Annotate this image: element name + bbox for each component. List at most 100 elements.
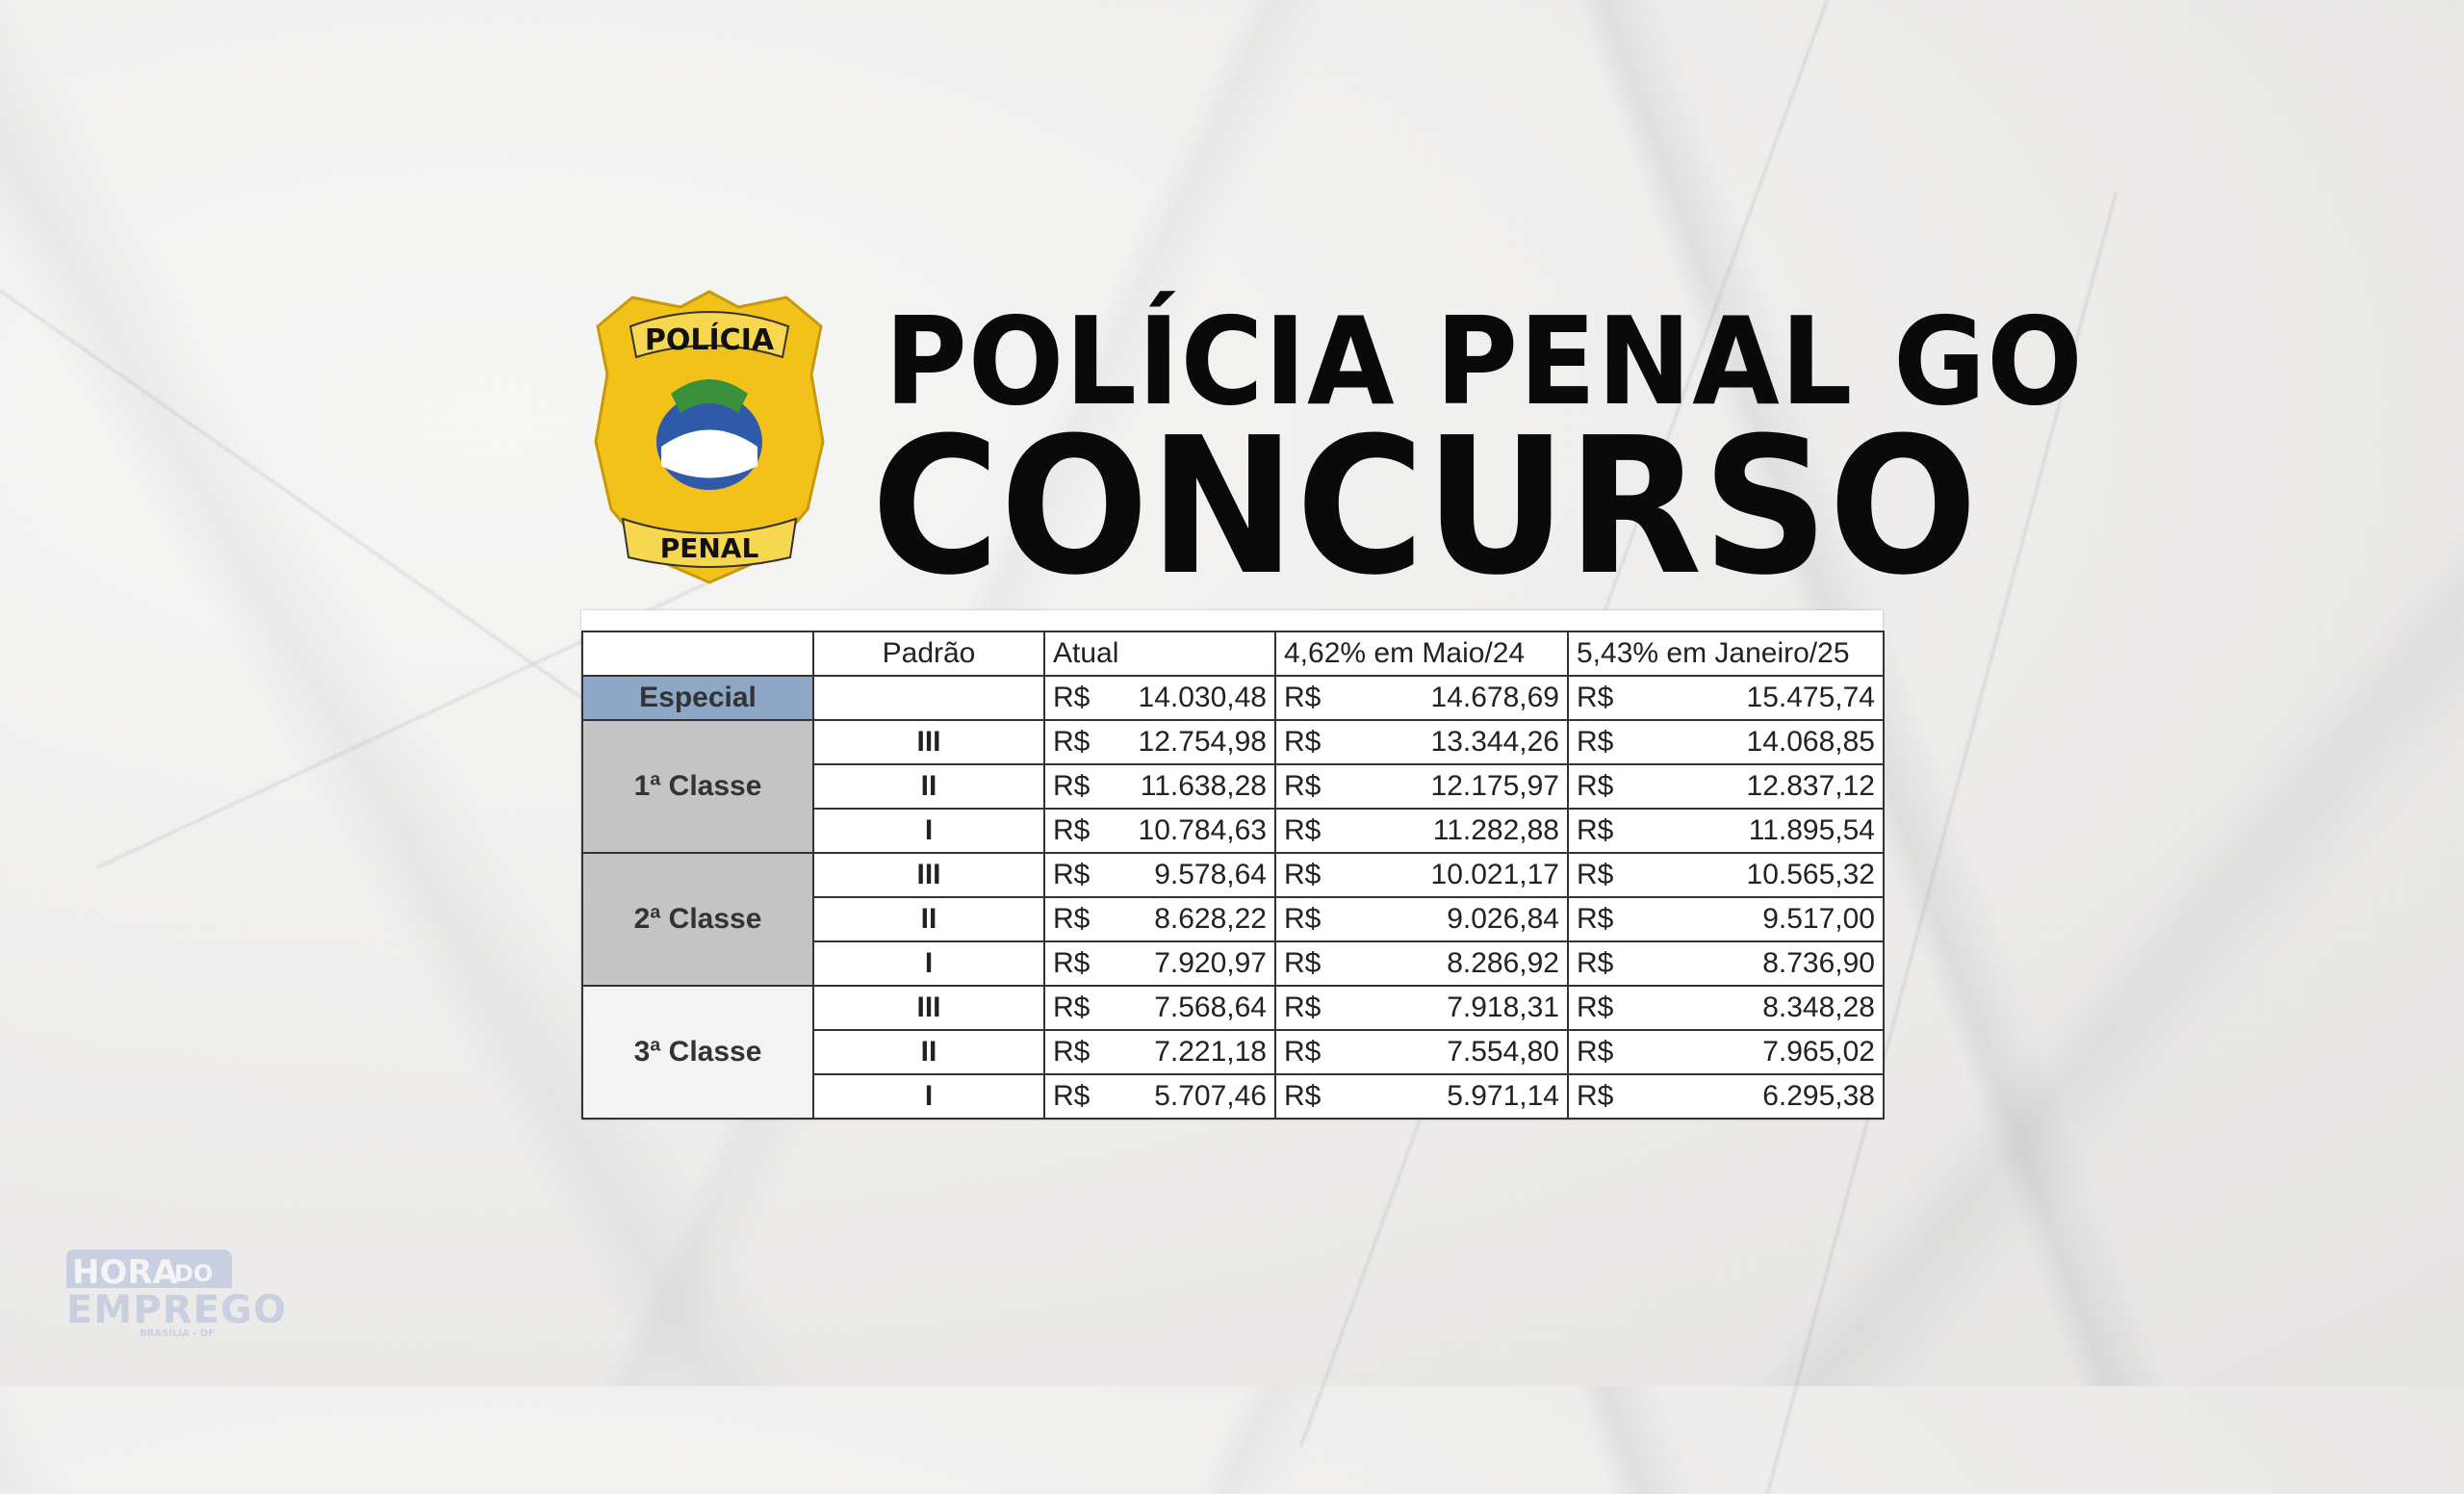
padrao-cell: III (812, 985, 1045, 1031)
table-row: I R$ 7.920,97 R$ 8.286,92 R$ 8.736,90 (582, 940, 1885, 987)
table-row: I R$ 10.784,63 R$ 11.282,88 R$ 11.895,54 (582, 808, 1885, 854)
hora-do-emprego-logo: HORA DO EMPREGO BRASÍLIA - DF (66, 1249, 286, 1338)
atual-cell: R$ 9.578,64 (1043, 852, 1276, 898)
jan25-cell: R$ 12.837,12 (1567, 763, 1885, 810)
badge-text-bottom: PENAL (660, 532, 759, 564)
currency-symbol: R$ (1053, 814, 1091, 846)
padrao-cell (812, 675, 1045, 721)
table-row: 3ª Classe III R$ 7.568,64 R$ 7.918,31 R$ 8.348,… (581, 985, 1885, 1120)
amount: 9.517,00 (1762, 903, 1875, 935)
jan25-cell: R$ 9.517,00 (1567, 896, 1885, 942)
currency-symbol: R$ (1284, 903, 1322, 935)
amount: 12.175,97 (1430, 770, 1559, 802)
maio24-cell: R$ 13.344,26 (1274, 719, 1569, 765)
classe-cell: 2ª Classe (581, 852, 814, 987)
padrao-cell: III (812, 852, 1045, 898)
header-jan25: 5,43% em Janeiro/25 (1567, 631, 1885, 677)
jan25-cell: R$ 15.475,74 (1567, 675, 1885, 721)
logo-emprego: EMPREGO (66, 1288, 286, 1332)
amount: 7.920,97 (1154, 947, 1267, 979)
amount: 11.282,88 (1432, 814, 1559, 846)
atual-cell: R$ 14.030,48 (1043, 675, 1276, 721)
table-row: II R$ 8.628,22 R$ 9.026,84 R$ 9.517,00 (582, 896, 1885, 942)
currency-symbol: R$ (1577, 770, 1614, 802)
amount: 9.026,84 (1447, 903, 1559, 935)
amount: 13.344,26 (1430, 726, 1559, 758)
padrao-cell: II (812, 763, 1045, 810)
amount: 10.565,32 (1746, 859, 1875, 890)
padrao-cell: I (812, 940, 1045, 987)
atual-cell: R$ 5.707,46 (1043, 1073, 1276, 1120)
table-row: 2ª Classe III R$ 9.578,64 R$ 10.021,17 R$ 10.56… (581, 852, 1885, 987)
header-atual: Atual (1043, 631, 1276, 677)
currency-symbol: R$ (1053, 1036, 1091, 1068)
logo-do: DO (174, 1260, 213, 1287)
amount: 5.707,46 (1154, 1080, 1267, 1112)
salary-table: Padrão Atual 4,62% em Maio/24 5,43% em J… (581, 610, 1885, 1120)
currency-symbol: R$ (1577, 726, 1614, 758)
currency-symbol: R$ (1577, 1036, 1614, 1068)
amount: 6.295,38 (1762, 1080, 1875, 1112)
amount: 14.068,85 (1746, 726, 1875, 758)
logo-brasilia: BRASÍLIA - DF (140, 1327, 215, 1338)
amount: 9.578,64 (1154, 859, 1267, 890)
atual-cell: R$ 8.628,22 (1043, 896, 1276, 942)
maio24-cell: R$ 7.554,80 (1274, 1029, 1569, 1075)
padrao-cell: I (812, 1073, 1045, 1120)
currency-symbol: R$ (1053, 947, 1091, 979)
amount: 7.568,64 (1154, 992, 1267, 1023)
amount: 14.030,48 (1138, 682, 1267, 713)
currency-symbol: R$ (1577, 859, 1614, 890)
amount: 14.678,69 (1430, 682, 1559, 713)
currency-symbol: R$ (1284, 992, 1322, 1023)
amount: 8.286,92 (1447, 947, 1559, 979)
currency-symbol: R$ (1053, 992, 1091, 1023)
classe-cell: Especial (581, 675, 814, 721)
header-padrao: Padrão (812, 631, 1045, 677)
maio24-cell: R$ 5.971,14 (1274, 1073, 1569, 1120)
currency-symbol: R$ (1053, 859, 1091, 890)
currency-symbol: R$ (1284, 814, 1322, 846)
padrao-cell: II (812, 896, 1045, 942)
jan25-cell: R$ 8.736,90 (1567, 940, 1885, 987)
maio24-cell: R$ 14.678,69 (1274, 675, 1569, 721)
maio24-cell: R$ 8.286,92 (1274, 940, 1569, 987)
amount: 8.736,90 (1762, 947, 1875, 979)
jan25-cell: R$ 11.895,54 (1567, 808, 1885, 854)
currency-symbol: R$ (1284, 947, 1322, 979)
maio24-cell: R$ 7.918,31 (1274, 985, 1569, 1031)
logo-hora: HORA (72, 1253, 179, 1292)
maio24-cell: R$ 9.026,84 (1274, 896, 1569, 942)
classe-cell: 1ª Classe (581, 719, 814, 854)
jan25-cell: R$ 10.565,32 (1567, 852, 1885, 898)
atual-cell: R$ 7.920,97 (1043, 940, 1276, 987)
padrao-cell: I (812, 808, 1045, 854)
currency-symbol: R$ (1053, 682, 1091, 713)
maio24-cell: R$ 11.282,88 (1274, 808, 1569, 854)
currency-symbol: R$ (1053, 1080, 1091, 1112)
jan25-cell: R$ 6.295,38 (1567, 1073, 1885, 1120)
amount: 11.638,28 (1140, 770, 1267, 802)
currency-symbol: R$ (1577, 903, 1614, 935)
currency-symbol: R$ (1284, 726, 1322, 758)
currency-symbol: R$ (1284, 859, 1322, 890)
amount: 15.475,74 (1746, 682, 1875, 713)
amount: 10.021,17 (1430, 859, 1559, 890)
currency-symbol: R$ (1577, 1080, 1614, 1112)
table-row: II R$ 11.638,28 R$ 12.175,97 R$ 12.837,12 (582, 763, 1885, 810)
currency-symbol: R$ (1577, 992, 1614, 1023)
amount: 7.965,02 (1762, 1036, 1875, 1068)
atual-cell: R$ 10.784,63 (1043, 808, 1276, 854)
header-classe (581, 631, 814, 677)
table-row: 1ª Classe III R$ 12.754,98 R$ 13.344,26 R$ 14.0… (581, 719, 1885, 854)
amount: 8.348,28 (1762, 992, 1875, 1023)
currency-symbol: R$ (1577, 814, 1614, 846)
currency-symbol: R$ (1284, 1036, 1322, 1068)
currency-symbol: R$ (1053, 770, 1091, 802)
table-row: II R$ 7.221,18 R$ 7.554,80 R$ 7.965,02 (582, 1029, 1885, 1075)
badge-text-top: POLÍCIA (645, 322, 775, 357)
amount: 10.784,63 (1138, 814, 1267, 846)
amount: 11.895,54 (1748, 814, 1875, 846)
table-row: I R$ 5.707,46 R$ 5.971,14 R$ 6.295,38 (582, 1073, 1885, 1120)
policia-penal-badge: POLÍCIA PENAL (594, 290, 825, 584)
